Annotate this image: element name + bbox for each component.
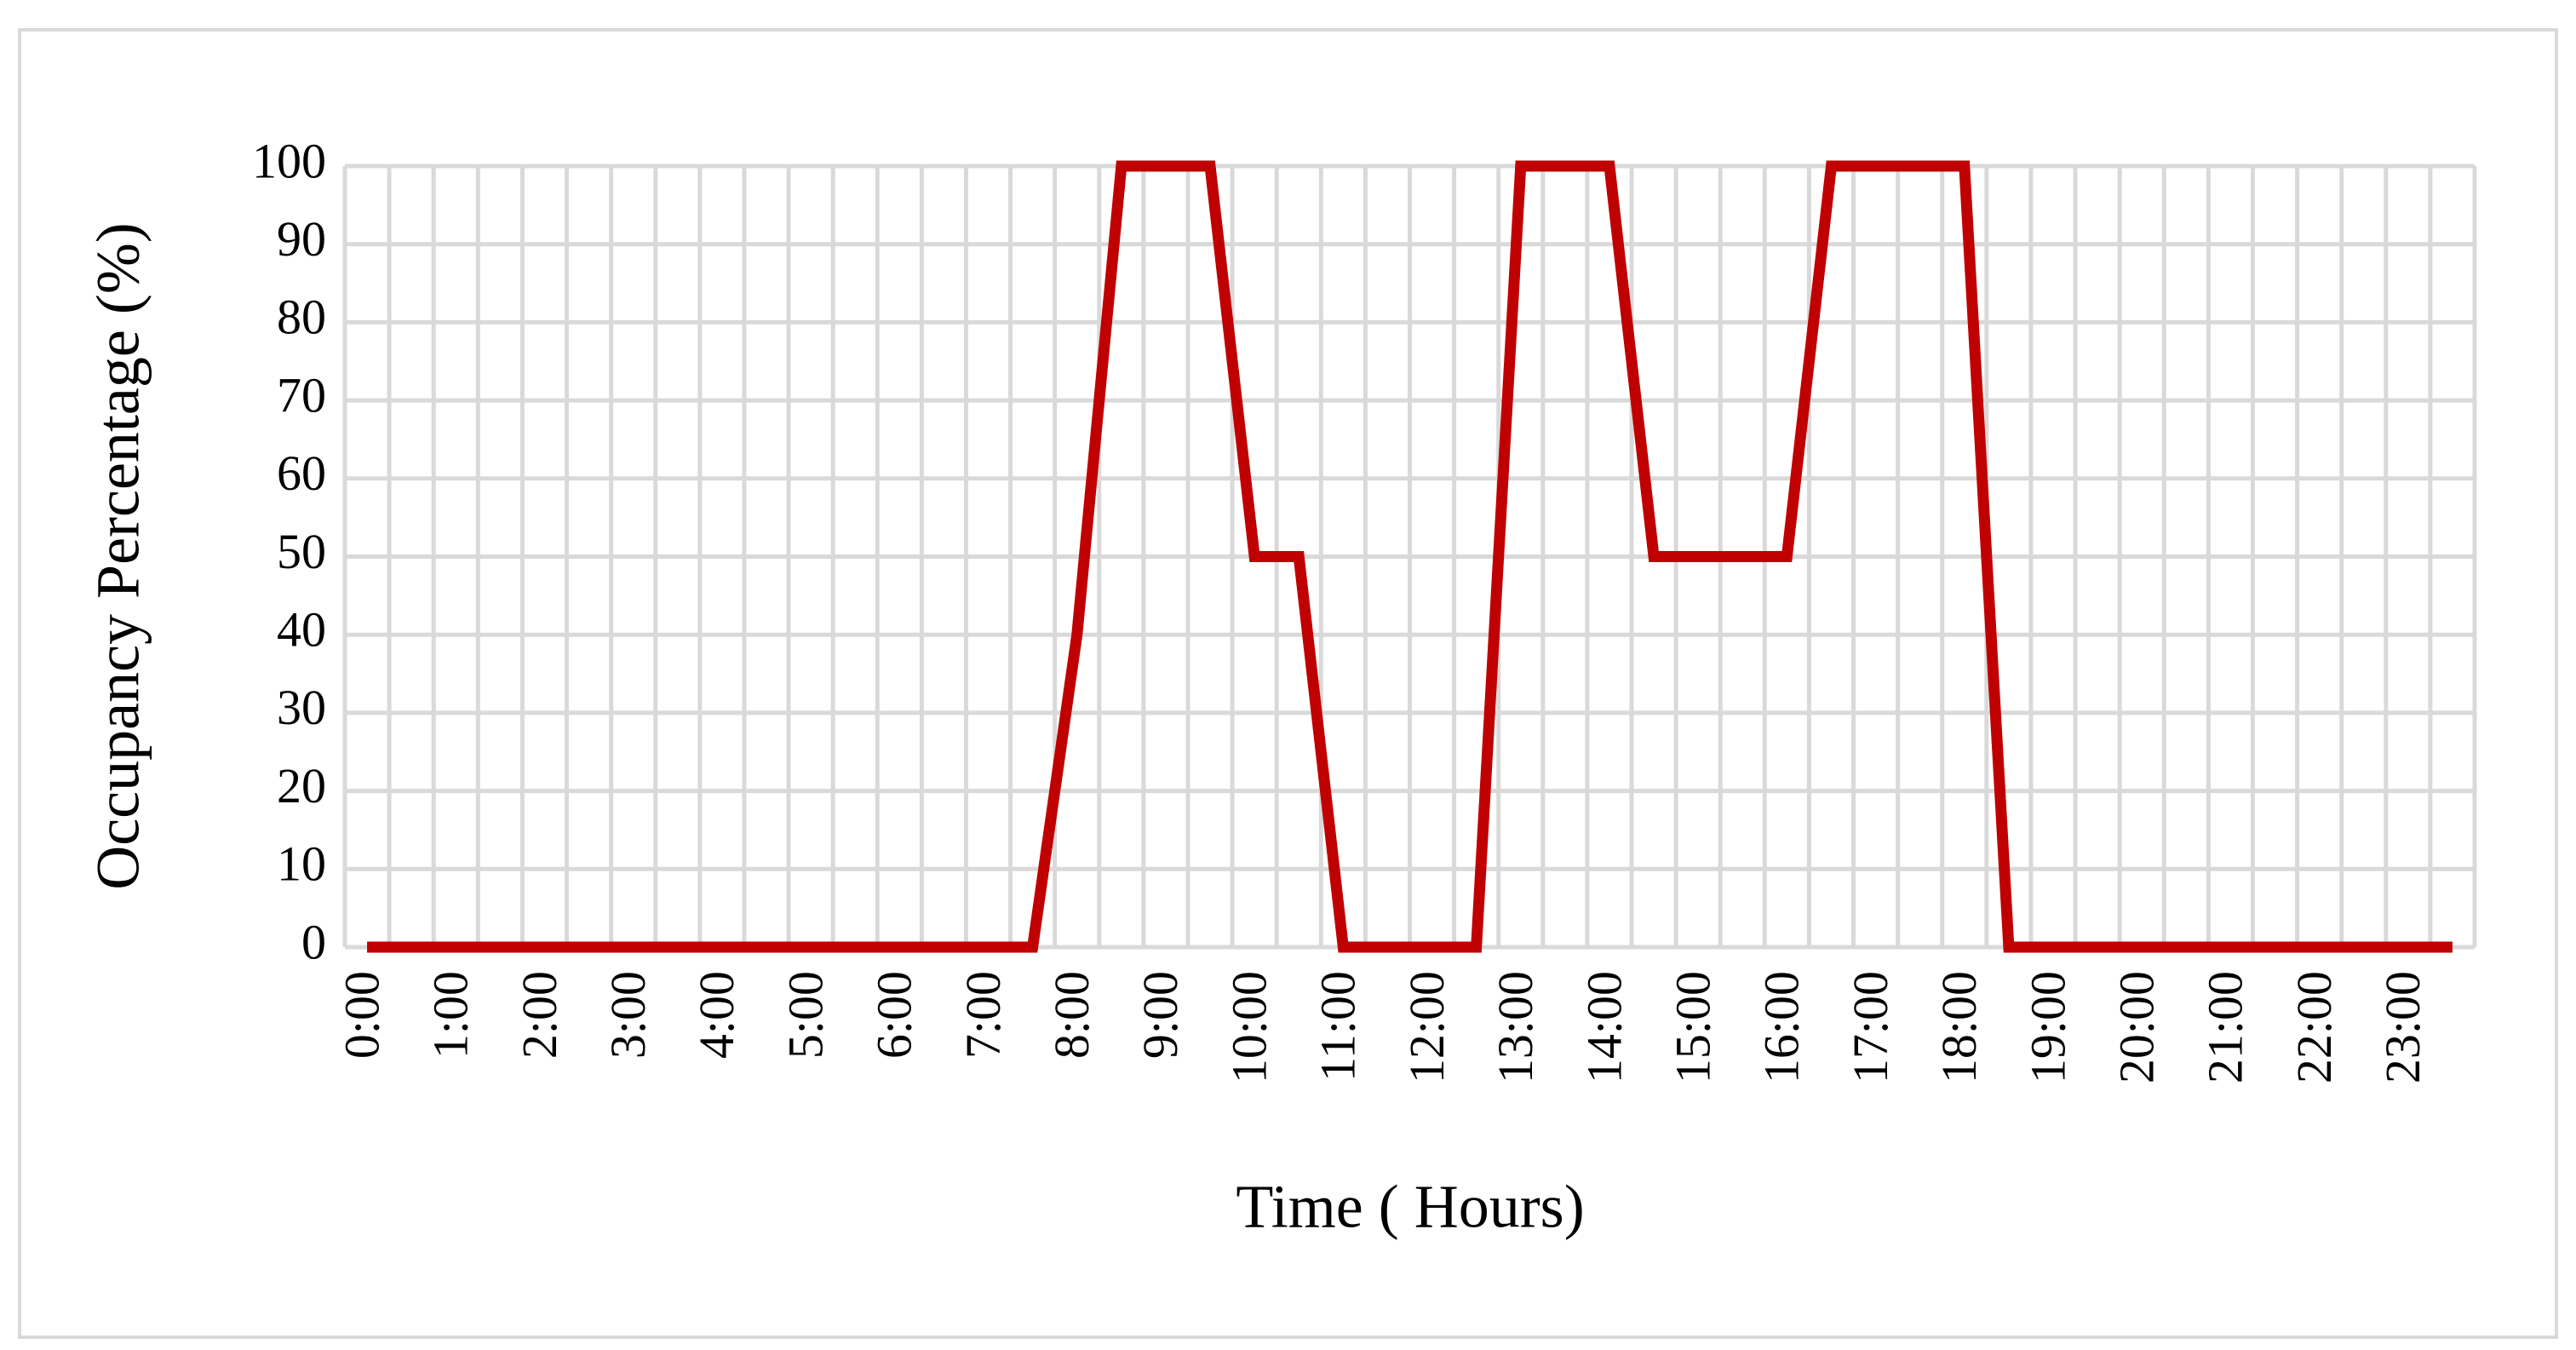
x-tick-label: 20:00: [2109, 971, 2165, 1083]
x-tick-label: 4:00: [689, 971, 744, 1059]
y-tick-label: 20: [277, 758, 326, 813]
x-tick-label: 15:00: [1665, 971, 1720, 1083]
x-tick-label: 12:00: [1399, 971, 1454, 1083]
x-tick-label: 2:00: [512, 971, 567, 1059]
y-tick-label: 40: [277, 602, 326, 658]
y-axis-title: Occupancy Percentage (%): [84, 222, 152, 890]
x-tick-label: 11:00: [1311, 971, 1366, 1082]
y-tick-label: 100: [252, 133, 326, 188]
x-tick-label: 21:00: [2198, 971, 2253, 1083]
chart-border: [18, 28, 2558, 1339]
x-tick-label: 9:00: [1133, 971, 1188, 1059]
x-tick-label: 0:00: [334, 971, 389, 1059]
x-tick-label: 23:00: [2375, 971, 2430, 1083]
y-tick-label: 80: [277, 290, 326, 345]
x-tick-label: 17:00: [1843, 971, 1898, 1083]
y-tick-label: 0: [301, 914, 326, 969]
x-tick-label: 7:00: [955, 971, 1011, 1059]
y-tick-label: 50: [277, 524, 326, 579]
x-tick-label: 8:00: [1044, 971, 1099, 1059]
x-tick-label: 13:00: [1488, 971, 1543, 1083]
x-tick-label: 22:00: [2286, 971, 2342, 1083]
y-tick-label: 60: [277, 445, 326, 501]
x-tick-label: 5:00: [777, 971, 833, 1059]
data-line: [367, 160, 2453, 953]
y-tick-label: 30: [277, 680, 326, 735]
x-tick-label: 6:00: [867, 971, 922, 1059]
x-tick-label: 14:00: [1576, 971, 1632, 1083]
x-tick-label: 10:00: [1221, 971, 1277, 1083]
y-tick-label: 90: [277, 211, 326, 267]
x-tick-label: 19:00: [2020, 971, 2075, 1083]
x-tick-label: 1:00: [423, 971, 479, 1059]
x-tick-label: 16:00: [1754, 971, 1810, 1083]
x-tick-label: 18:00: [1931, 971, 1987, 1083]
x-tick-label: 3:00: [600, 971, 656, 1059]
y-tick-label: 70: [277, 367, 326, 422]
x-axis-title: Time ( Hours): [1236, 1173, 1584, 1241]
y-tick-label: 10: [277, 836, 326, 892]
